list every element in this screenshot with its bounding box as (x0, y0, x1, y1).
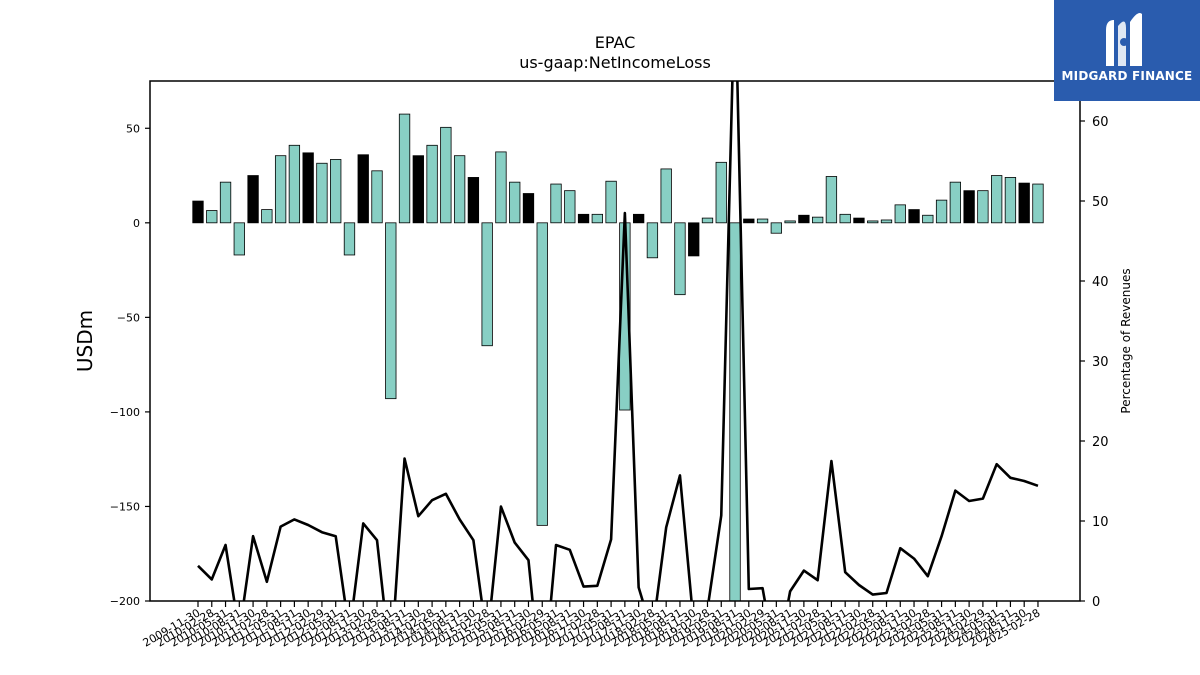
bar (481, 222, 493, 347)
bar (867, 220, 879, 224)
bar (426, 144, 438, 224)
brand-name: MIDGARD FINANCE (1061, 69, 1193, 83)
y2-tick-label: 30 (1092, 355, 1109, 370)
bar (330, 159, 342, 224)
bar (343, 222, 356, 256)
bar (853, 217, 865, 224)
bar (674, 222, 686, 296)
y-tick-label: 0 (133, 217, 140, 230)
bar (688, 222, 700, 257)
bar (660, 168, 672, 224)
y2-tick-label: 20 (1092, 435, 1109, 450)
bar (825, 176, 838, 224)
bar (784, 220, 796, 224)
bar (1032, 183, 1044, 224)
bar (577, 213, 590, 224)
y-tick-label: 50 (126, 122, 140, 135)
bar (632, 213, 645, 224)
y2-tick-label: 10 (1092, 515, 1109, 530)
line-layer (197, 81, 1039, 601)
bar (219, 181, 232, 224)
y-tick-label: −100 (110, 406, 140, 419)
pct-revenue-line (197, 81, 1039, 601)
y2-tick-label: 0 (1092, 595, 1100, 610)
bar (1004, 177, 1017, 224)
bar (894, 204, 906, 224)
bar (743, 218, 755, 224)
y-axis-label: USDm (73, 310, 97, 372)
bar (192, 200, 204, 224)
axes-layer: −200−150−100−5005001020304050602009-11-3… (110, 80, 1109, 650)
bar (233, 222, 245, 256)
chart-subtitle: us-gaap:NetIncomeLoss (519, 53, 711, 72)
bar (467, 177, 480, 224)
bar (591, 213, 603, 224)
bar (798, 214, 810, 224)
bar (261, 209, 273, 224)
bar (509, 181, 521, 224)
y-tick-label: −200 (110, 595, 140, 608)
bar (288, 144, 301, 224)
bar (453, 155, 466, 224)
bar (701, 217, 714, 224)
y-tick-label: −50 (117, 311, 140, 324)
brand-logo: MIDGARD FINANCE (1054, 0, 1200, 101)
bar (756, 218, 769, 224)
bar (398, 113, 411, 224)
y2-tick-label: 50 (1092, 195, 1109, 210)
bar (729, 222, 741, 601)
bar (522, 193, 535, 224)
bar (922, 214, 934, 224)
chart-title: EPAC (595, 33, 636, 52)
bar (977, 190, 989, 224)
bar (1018, 182, 1030, 224)
bar (935, 199, 948, 224)
bar (908, 209, 920, 224)
bar (880, 219, 893, 224)
y-tick-label: −150 (110, 500, 140, 513)
bar (949, 181, 961, 224)
bar (412, 155, 424, 224)
bar (550, 183, 562, 224)
bar (963, 190, 975, 224)
bar (770, 222, 782, 234)
bar (440, 126, 452, 224)
bar (385, 222, 397, 400)
bar (206, 210, 218, 224)
bar (536, 222, 548, 526)
bar (991, 175, 1003, 224)
bar (302, 152, 314, 224)
bar (564, 190, 576, 224)
bar (646, 222, 659, 259)
bar (274, 155, 287, 224)
bar (839, 213, 851, 224)
y2-tick-label: 40 (1092, 275, 1109, 290)
bar (605, 180, 617, 224)
y2-axis-label: Percentage of Revenues (1119, 268, 1133, 413)
y2-tick-label: 60 (1092, 115, 1109, 130)
bar (316, 162, 328, 224)
bar (715, 161, 727, 224)
bar (812, 216, 824, 224)
bar (371, 170, 383, 224)
bar (247, 175, 259, 224)
plot-frame (149, 80, 1081, 602)
bar (495, 151, 507, 224)
bars-layer (192, 113, 1044, 601)
midgard-logo-icon (1106, 13, 1142, 67)
bar (357, 154, 369, 224)
